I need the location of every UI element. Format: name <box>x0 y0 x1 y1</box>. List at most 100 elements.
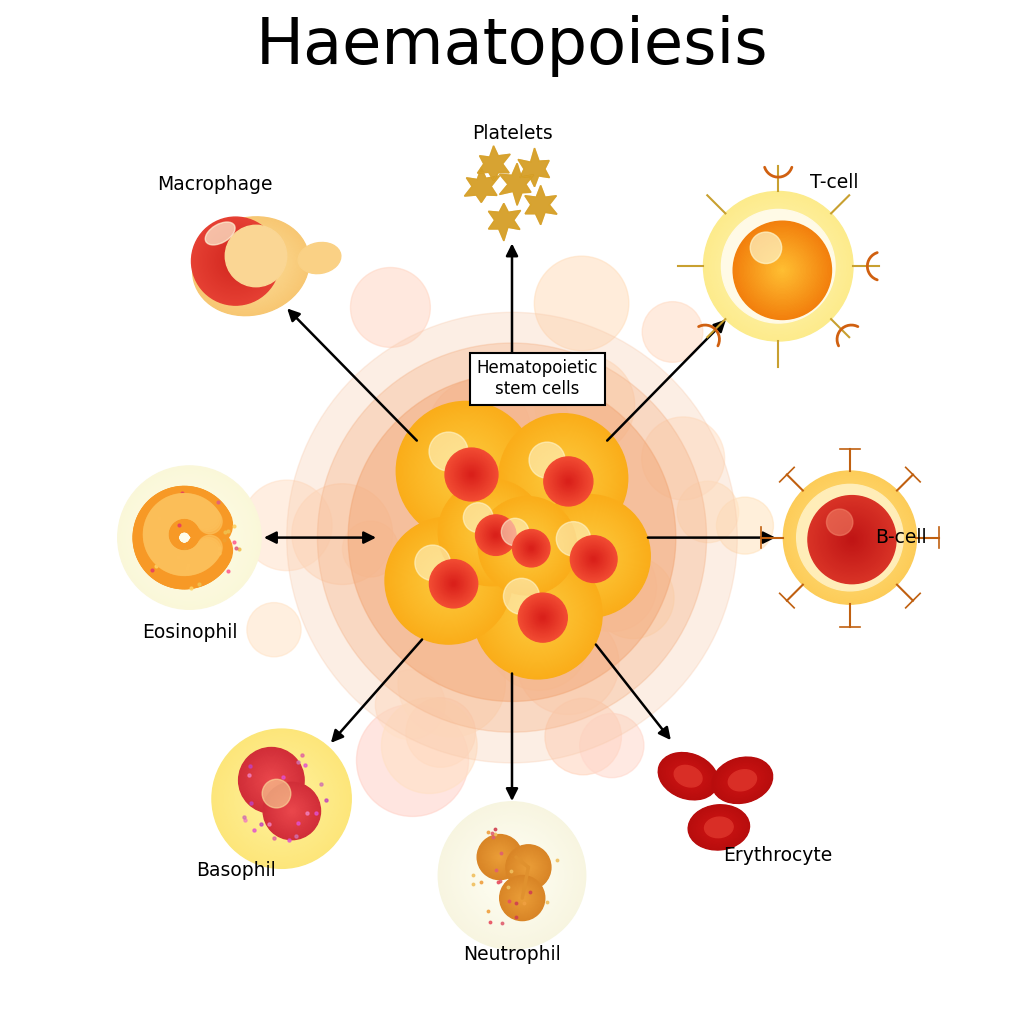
Circle shape <box>523 862 534 872</box>
Circle shape <box>478 842 546 909</box>
Circle shape <box>412 417 520 525</box>
Circle shape <box>401 532 496 628</box>
Circle shape <box>580 714 644 777</box>
Circle shape <box>581 548 597 564</box>
Circle shape <box>247 602 301 656</box>
Circle shape <box>493 511 562 581</box>
Circle shape <box>528 443 598 513</box>
Circle shape <box>197 538 221 562</box>
Ellipse shape <box>236 254 266 279</box>
Circle shape <box>748 236 817 305</box>
Circle shape <box>797 484 903 591</box>
Circle shape <box>139 534 184 579</box>
Ellipse shape <box>732 772 753 788</box>
Ellipse shape <box>693 809 744 846</box>
Circle shape <box>195 540 219 564</box>
Ellipse shape <box>222 243 280 290</box>
Circle shape <box>478 519 505 546</box>
Circle shape <box>751 239 814 302</box>
Ellipse shape <box>204 226 298 306</box>
Circle shape <box>167 543 212 588</box>
Circle shape <box>187 502 232 547</box>
Circle shape <box>525 440 601 516</box>
Circle shape <box>710 198 847 335</box>
Circle shape <box>135 504 180 549</box>
Ellipse shape <box>677 767 699 785</box>
Circle shape <box>561 476 565 480</box>
Circle shape <box>567 480 569 482</box>
Circle shape <box>560 527 617 585</box>
Circle shape <box>482 559 593 670</box>
Circle shape <box>222 739 341 858</box>
Circle shape <box>442 572 465 595</box>
Circle shape <box>136 528 181 573</box>
Circle shape <box>422 554 475 607</box>
Circle shape <box>484 503 570 589</box>
Circle shape <box>717 205 840 328</box>
Circle shape <box>556 523 622 589</box>
Circle shape <box>547 514 631 598</box>
Circle shape <box>504 522 551 569</box>
Circle shape <box>475 552 600 677</box>
Circle shape <box>487 527 504 544</box>
Circle shape <box>492 855 532 896</box>
Circle shape <box>208 233 263 289</box>
Circle shape <box>424 556 473 605</box>
Circle shape <box>414 546 483 615</box>
Circle shape <box>210 236 261 287</box>
Circle shape <box>266 775 276 785</box>
Circle shape <box>592 557 596 561</box>
Circle shape <box>841 528 863 551</box>
Ellipse shape <box>678 768 698 784</box>
Circle shape <box>184 498 229 543</box>
Circle shape <box>477 518 506 547</box>
Circle shape <box>555 470 571 486</box>
Circle shape <box>409 414 523 528</box>
Circle shape <box>717 497 773 554</box>
Ellipse shape <box>214 236 288 297</box>
Circle shape <box>769 257 796 284</box>
Circle shape <box>143 523 168 548</box>
Circle shape <box>525 542 538 554</box>
Ellipse shape <box>222 242 280 291</box>
Circle shape <box>394 526 503 635</box>
Circle shape <box>582 548 605 570</box>
Circle shape <box>423 428 509 514</box>
Circle shape <box>459 461 484 487</box>
Circle shape <box>485 526 498 539</box>
Ellipse shape <box>213 233 289 299</box>
Circle shape <box>485 843 514 871</box>
Circle shape <box>826 514 873 561</box>
Circle shape <box>488 507 566 585</box>
Circle shape <box>180 495 205 519</box>
Ellipse shape <box>699 813 738 842</box>
Circle shape <box>269 788 314 834</box>
Circle shape <box>185 534 194 542</box>
Circle shape <box>455 818 569 933</box>
Circle shape <box>539 454 588 503</box>
Circle shape <box>477 835 522 880</box>
Circle shape <box>461 502 522 563</box>
Circle shape <box>213 239 258 284</box>
Circle shape <box>771 259 794 282</box>
Circle shape <box>449 489 535 575</box>
Ellipse shape <box>215 236 287 297</box>
Circle shape <box>242 751 301 810</box>
Circle shape <box>408 413 524 529</box>
Ellipse shape <box>219 240 283 293</box>
Circle shape <box>426 558 471 603</box>
Ellipse shape <box>685 774 691 778</box>
Ellipse shape <box>198 221 304 311</box>
Circle shape <box>348 374 676 701</box>
Circle shape <box>517 612 618 715</box>
Circle shape <box>134 509 179 554</box>
Circle shape <box>481 522 502 543</box>
Circle shape <box>757 245 808 296</box>
Ellipse shape <box>689 805 749 850</box>
Circle shape <box>519 895 525 901</box>
Polygon shape <box>500 163 534 205</box>
Circle shape <box>444 808 580 943</box>
Circle shape <box>535 256 629 350</box>
Circle shape <box>150 498 229 578</box>
Circle shape <box>741 229 823 311</box>
